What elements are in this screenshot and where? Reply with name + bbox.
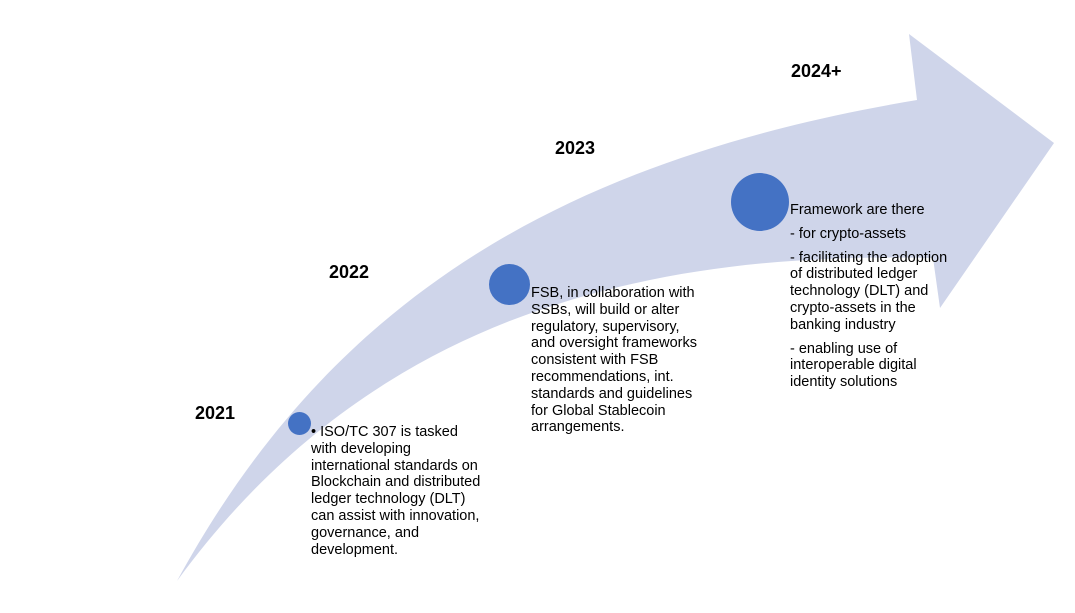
text-line: • ISO/TC 307 is tasked <box>311 424 458 440</box>
text-line: governance, and <box>311 524 420 541</box>
milestone-text-2021: • ISO/TC 307 is tasked with developing i… <box>311 424 480 558</box>
text-line: for Global Stablecoin <box>531 402 666 419</box>
text-line: and oversight frameworks <box>531 335 698 352</box>
text-line: standards and guidelines <box>531 385 693 402</box>
text-line: banking industry <box>790 316 896 333</box>
text-line: Blockchain and distributed <box>311 474 481 491</box>
text-line: SSBs, will build or alter <box>531 301 680 318</box>
text-line: - enabling use of <box>790 340 898 357</box>
text-line: can assist with innovation, <box>311 507 480 524</box>
year-label-2023: 2023 <box>555 138 596 158</box>
text-line: crypto-assets in the <box>790 299 916 316</box>
milestone-dot-2022 <box>489 264 530 305</box>
text-line: Framework are there <box>790 202 925 218</box>
text-line: international standards on <box>311 457 478 474</box>
milestone-text-2024-plus: Framework are there - for crypto-assets … <box>790 202 947 398</box>
text-line: development. <box>311 541 399 558</box>
curved-arrow <box>177 34 1054 581</box>
text-line: of distributed ledger <box>790 266 918 283</box>
text-paragraph: - for crypto-assets <box>790 226 947 243</box>
text-line: ledger technology (DLT) <box>311 491 466 508</box>
text-line: identity solutions <box>790 374 898 391</box>
milestone-text-2022: FSB, in collaboration with SSBs, will bu… <box>531 285 697 436</box>
text-paragraph: Framework are there <box>790 202 947 219</box>
text-line: - for crypto-assets <box>790 225 907 242</box>
text-paragraph: - enabling use of interoperable digital … <box>790 341 947 391</box>
text-line: consistent with FSB <box>531 352 659 369</box>
text-line: interoperable digital <box>790 357 917 374</box>
text-line: technology (DLT) and <box>790 283 929 300</box>
milestone-dot-2021 <box>288 412 311 435</box>
text-line: recommendations, int. <box>531 368 674 385</box>
text-paragraph: - facilitating the adoption of distribut… <box>790 250 947 334</box>
text-line: - facilitating the adoption <box>790 249 948 266</box>
text-line: FSB, in collaboration with <box>531 285 695 301</box>
text-line: regulatory, supervisory, <box>531 318 680 335</box>
year-label-2022: 2022 <box>329 262 370 282</box>
text-line: arrangements. <box>531 419 625 436</box>
milestone-dot-2024 <box>731 173 789 231</box>
year-label-2021: 2021 <box>195 403 236 423</box>
text-line: with developing <box>311 440 411 457</box>
year-label-2024-plus: 2024+ <box>791 61 842 81</box>
